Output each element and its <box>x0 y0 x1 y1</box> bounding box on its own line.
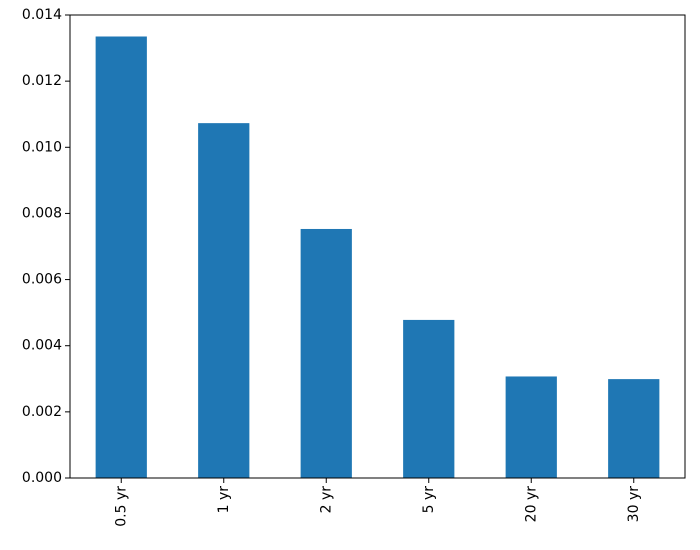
bar-20-yr <box>505 376 557 478</box>
bar-2-yr <box>300 228 352 478</box>
bar-1-yr <box>198 123 250 479</box>
bar-30-yr <box>608 379 660 478</box>
y-tick-label: 0.006 <box>22 272 62 288</box>
plot-area-frame <box>69 14 686 479</box>
y-tick-label: 0.004 <box>22 338 62 354</box>
bar-0-5-yr <box>95 36 147 478</box>
x-tick-label: 20 yr <box>523 486 539 523</box>
y-tick-label: 0.002 <box>22 404 62 420</box>
y-tick-label: 0.012 <box>22 73 62 89</box>
x-tick-label: 30 yr <box>626 486 642 523</box>
y-tick-label: 0.014 <box>22 7 62 23</box>
x-tick-label: 1 yr <box>216 486 232 514</box>
y-tick-label: 0.000 <box>22 470 62 486</box>
y-tick-label: 0.008 <box>22 205 62 221</box>
x-tick-label: 5 yr <box>421 486 437 514</box>
bars-group <box>95 36 660 479</box>
x-axis-ticks: 0.5 yr 1 yr 2 yr 5 yr 20 yr 30 yr <box>113 478 642 527</box>
x-tick-label: 0.5 yr <box>113 486 129 527</box>
y-tick-label: 0.010 <box>22 139 62 155</box>
y-axis-ticks: 0.000 0.002 0.004 0.006 0.008 0.010 0.012 0.014 <box>22 7 70 486</box>
x-tick-label: 2 yr <box>318 486 334 514</box>
bar-5-yr <box>403 319 455 478</box>
